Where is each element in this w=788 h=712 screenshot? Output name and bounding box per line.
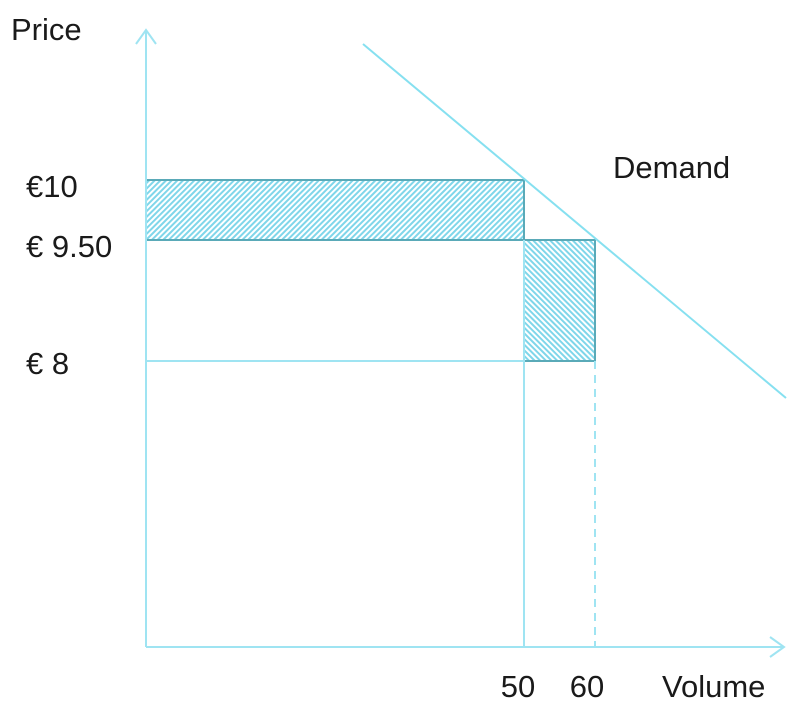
volume-gain-area	[523, 239, 596, 362]
x-axis-arrowhead	[769, 636, 786, 658]
volume-tick-label-60: 60	[569, 669, 605, 704]
price-tick-label-8: € 8	[26, 346, 70, 381]
x-axis-label: Volume	[662, 669, 766, 704]
demand-curve-label: Demand	[613, 150, 731, 185]
price-tick-label-9-50: € 9.50	[26, 229, 113, 264]
y-axis-arrowhead	[135, 28, 157, 45]
demand-curve	[362, 43, 787, 399]
price-tick-label-10: €10	[26, 169, 78, 204]
volume-tick-label-50: 50	[500, 669, 536, 704]
price-drop-loss-area	[145, 179, 525, 241]
y-axis-label: Price	[11, 12, 82, 47]
